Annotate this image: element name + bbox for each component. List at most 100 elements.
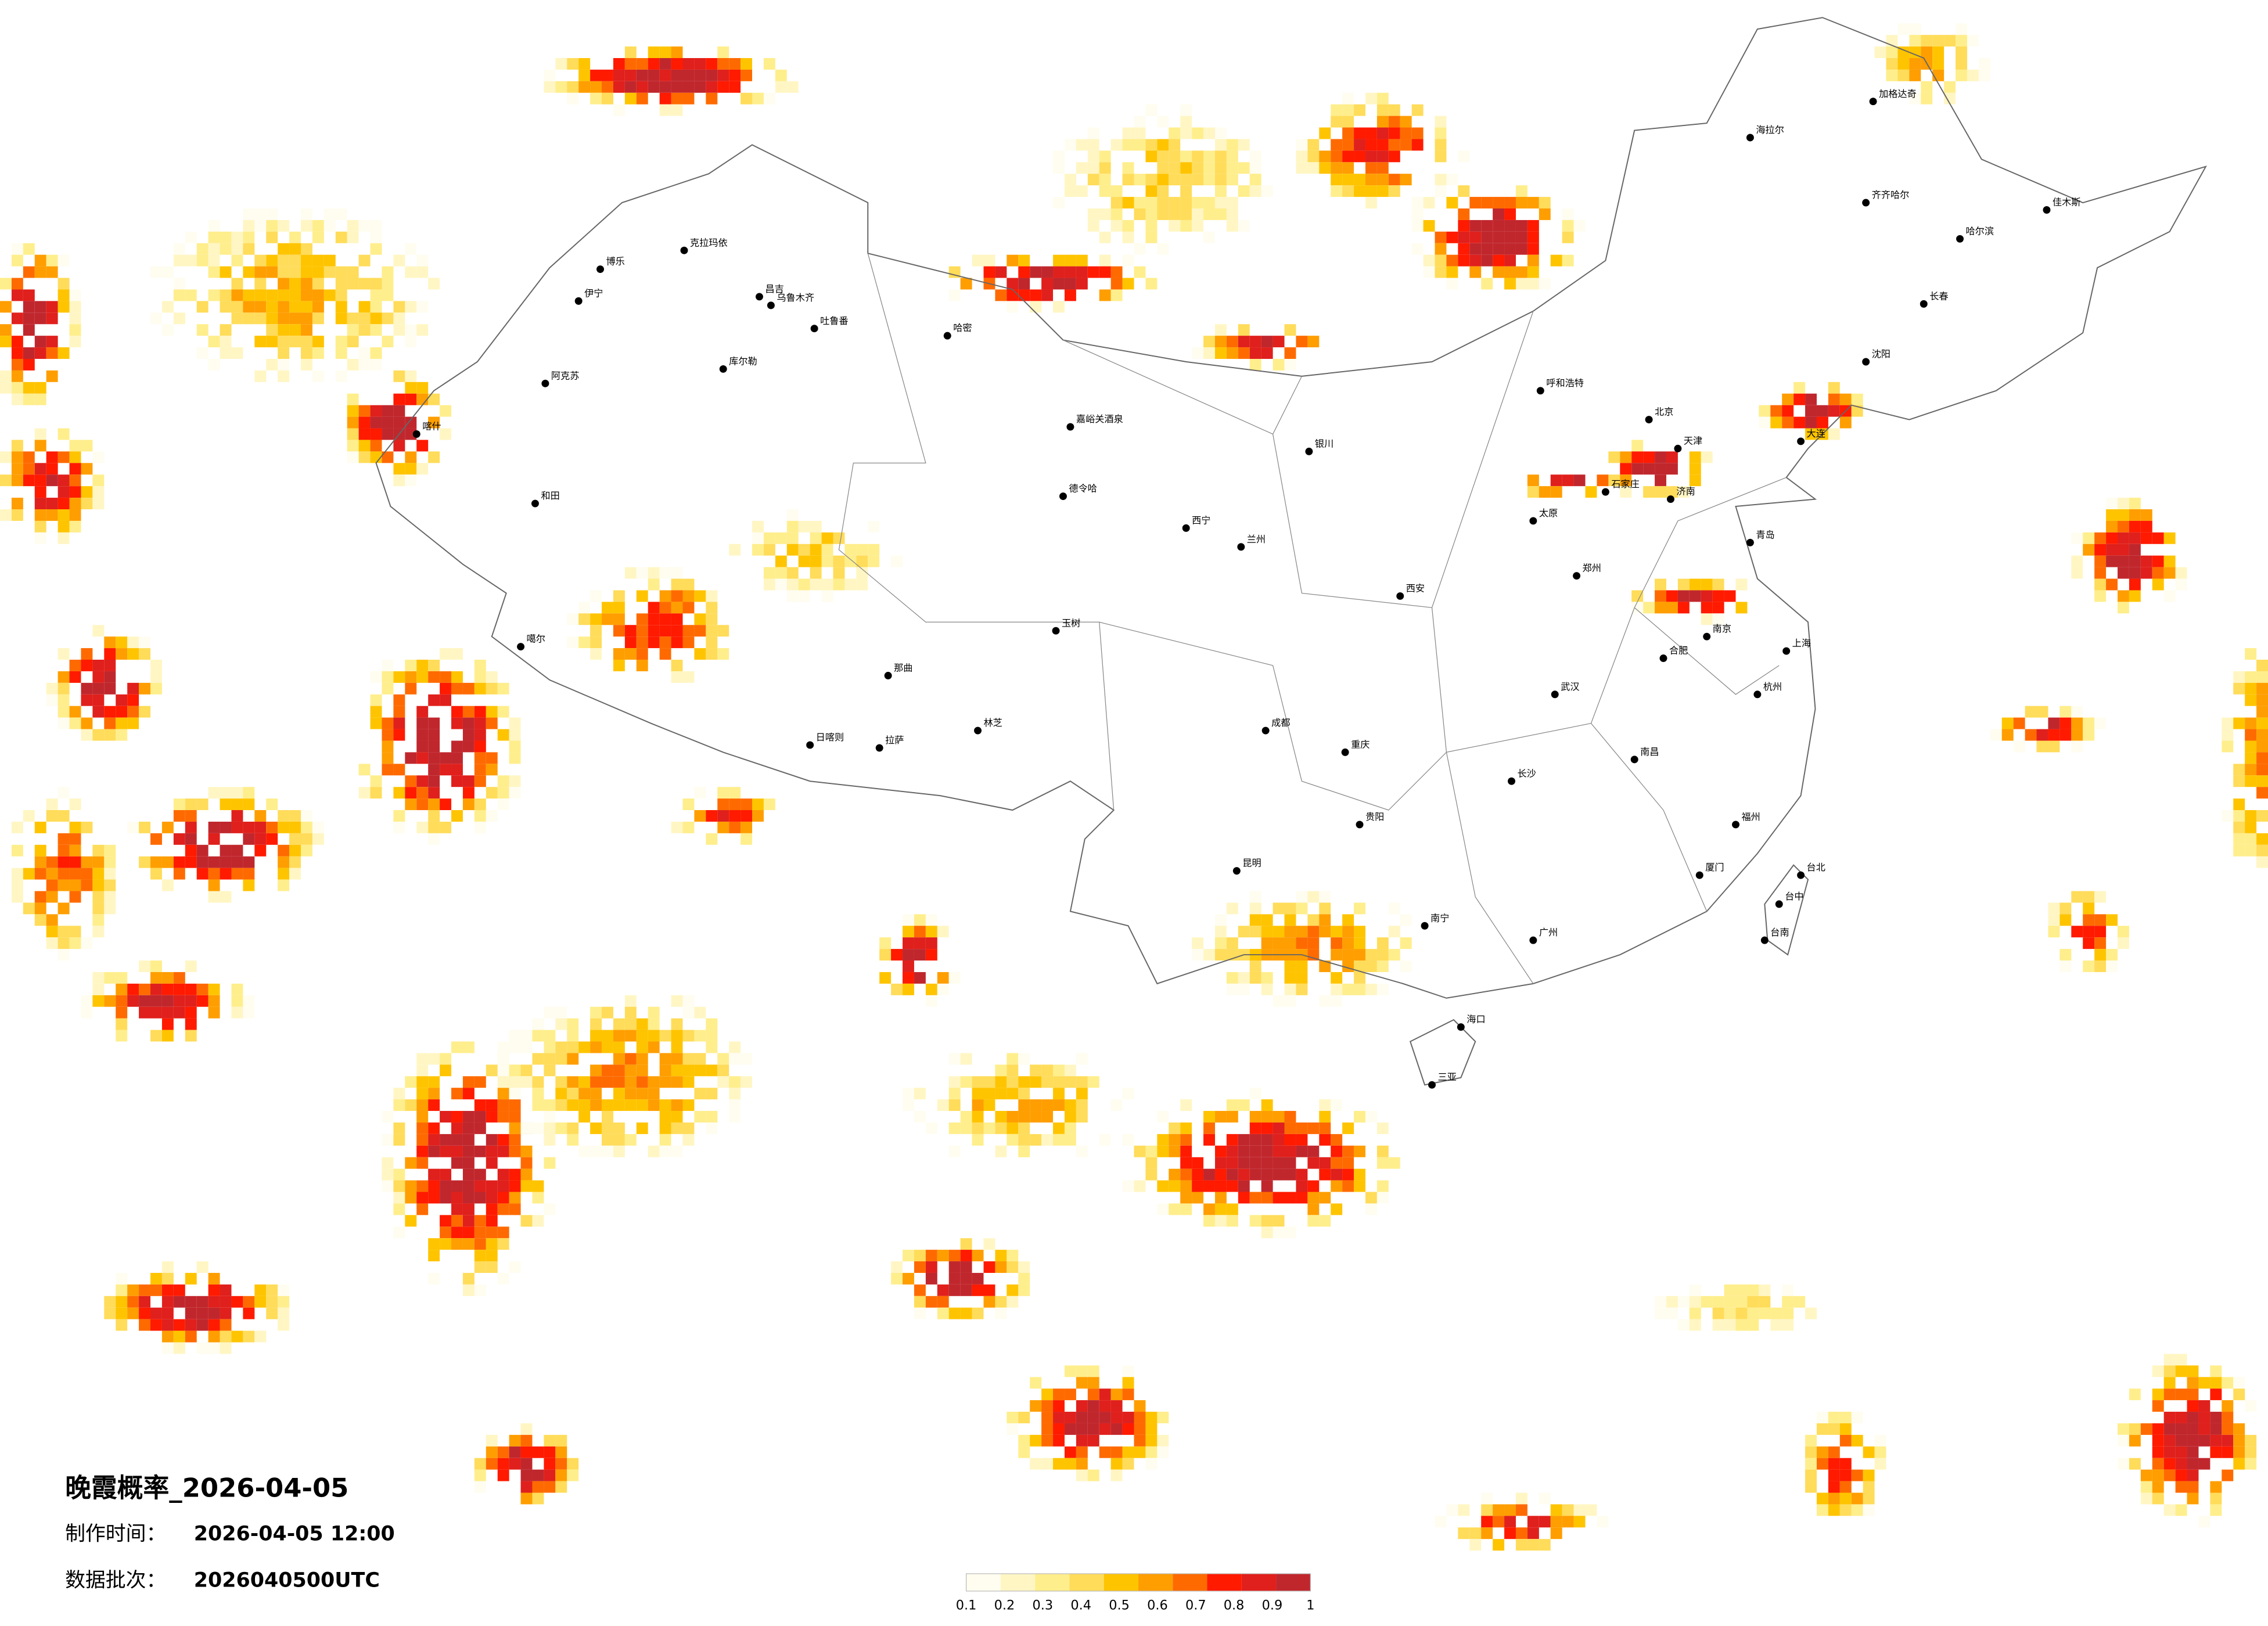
heat-cell [278,266,290,278]
heat-cell [1238,972,1250,984]
heat-cell [231,301,243,313]
heat-cell [440,1064,452,1077]
heat-cell [11,891,23,903]
heat-cell [2059,706,2072,718]
heat-cell [2048,914,2060,926]
heat-cell [1249,914,1261,926]
heat-cell [382,266,394,278]
heat-cell [1550,254,1562,267]
heat-cell [104,879,116,891]
heat-cell [2163,1434,2176,1447]
heat-cell [648,1041,660,1053]
heat-cell [254,833,267,845]
heat-cell [2117,1434,2129,1447]
heat-cell [2256,740,2268,753]
heat-cell [486,1250,498,1262]
heat-cell [1192,1192,1204,1204]
city-label: 武汉 [1561,681,1579,692]
heat-cell [2198,1423,2211,1435]
heat-cell [34,856,46,868]
heat-cell [1157,1412,1169,1423]
heat-cell [1041,1076,1054,1088]
heat-cell [1226,1168,1238,1181]
heat-cell [173,810,185,822]
heat-cell [1076,1446,1088,1458]
heat-cell [1041,1423,1054,1435]
heat-cell [786,544,799,556]
heat-cell [2152,1365,2164,1377]
heat-cell [1053,254,1065,267]
heat-cell [509,1134,521,1146]
heat-cell [2245,740,2257,753]
heat-cell [1076,1111,1088,1123]
heat-cell [382,1111,394,1123]
heat-cell [1307,1192,1320,1204]
heat-cell [1515,1492,1527,1505]
heat-cell [1099,150,1111,163]
heat-cell [706,1030,718,1042]
heat-cell [1376,104,1389,116]
heat-cell [891,949,903,961]
heat-cell [358,451,371,463]
city-dot [974,726,982,735]
heat-cell [1828,1412,1840,1423]
heat-cell [451,1145,463,1157]
heat-cell [116,706,128,718]
city-label: 台南 [1770,927,1789,938]
heat-cell [1365,185,1377,197]
heat-cell [1388,926,1400,938]
heat-cell [1376,116,1389,128]
heat-cell [69,856,81,868]
heat-cell [1458,243,1470,255]
heat-cell [104,636,116,649]
heat-cell [1481,220,1493,232]
heat-cell [1110,197,1123,208]
heat-cell [2210,1365,2222,1377]
heat-cell [428,694,440,706]
heat-cell [1932,46,1944,58]
heat-cell [301,243,312,255]
heat-cell [636,69,648,81]
heat-cell [451,671,463,683]
heat-cell [1238,983,1250,995]
heat-cell [1157,162,1169,174]
heat-cell [2117,1458,2129,1470]
heat-cell [555,1006,567,1019]
heat-cell [1376,983,1389,995]
heat-cell [278,301,290,313]
heat-cell [11,382,23,394]
heat-cell [0,301,12,313]
heat-cell [1145,220,1158,232]
heat-cell [624,92,637,105]
heat-cell [1458,150,1470,163]
heat-cell [1018,1446,1030,1458]
heat-cell [694,787,706,799]
heat-cell [1249,961,1261,972]
heat-cell [1053,1088,1065,1100]
heat-cell [173,243,185,255]
city-label: 昆明 [1242,858,1261,869]
heat-cell [1331,1157,1343,1169]
heat-cell [116,648,128,660]
heat-cell [995,1261,1007,1273]
heat-cell [428,660,440,671]
heat-cell [903,949,914,961]
heat-cell [92,844,105,857]
heat-cell [1041,1412,1054,1423]
heat-cell [706,57,718,70]
heat-cell [208,1307,220,1319]
city-dot [1536,387,1544,395]
heat-cell [659,1145,671,1157]
heat-cell [1620,486,1632,498]
heat-cell [440,1168,452,1181]
heat-cell [243,312,255,325]
heat-cell [451,1041,463,1053]
heat-cell [150,1319,162,1331]
heat-cell [544,1458,556,1470]
city-label: 嘉峪关酒泉 [1076,413,1123,425]
heat-cell [752,92,764,105]
heat-cell [440,428,452,440]
heat-cell [208,220,220,232]
heat-cell [1863,1481,1875,1493]
heat-cell [393,312,405,325]
